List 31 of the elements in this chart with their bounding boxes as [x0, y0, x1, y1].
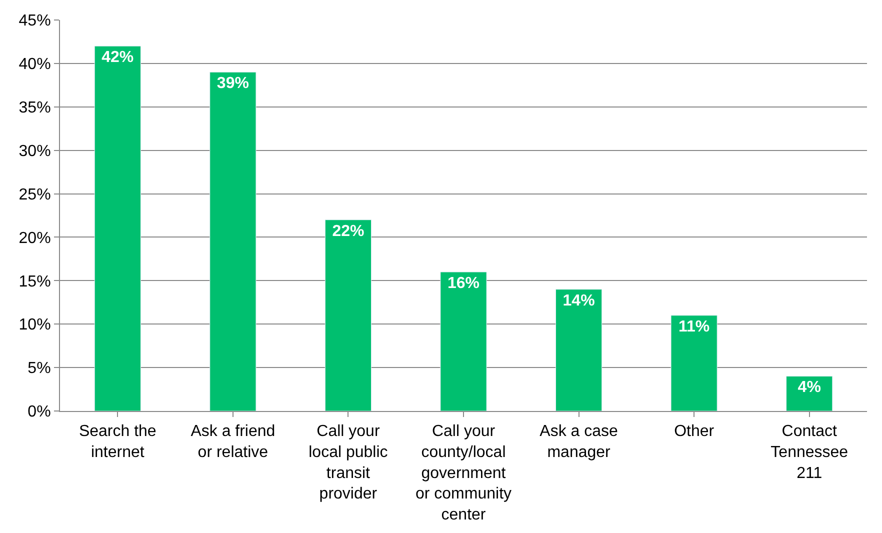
data-label: 22% — [332, 222, 364, 240]
bar — [324, 220, 372, 411]
y-tick-label: 30% — [18, 142, 51, 160]
bar — [786, 376, 833, 411]
data-label: 14% — [562, 292, 595, 310]
y-tick-label: 10% — [18, 316, 51, 334]
y-tick-label: 15% — [18, 273, 51, 290]
x-tick-label: Call your local public transit provider — [308, 423, 388, 503]
bar — [670, 315, 718, 411]
y-tick-label: 35% — [18, 99, 51, 116]
data-label: 4% — [798, 379, 821, 396]
bar — [94, 46, 141, 411]
data-label: 11% — [678, 318, 710, 336]
y-tick-label: 0% — [28, 404, 51, 421]
x-tick-label: Ask a friend or relative — [190, 423, 276, 461]
y-tick-label: 40% — [18, 56, 51, 74]
x-tick-label: Call your county/local government or community center — [415, 423, 512, 524]
x-tick-label: Search the internet — [78, 423, 156, 461]
y-tick-label: 25% — [18, 186, 51, 204]
x-tick-label: Ask a case manager — [540, 423, 618, 461]
y-tick-label: 20% — [18, 230, 51, 247]
data-label: 39% — [216, 75, 249, 92]
bar — [440, 272, 487, 411]
x-tick-label: Contact Tennessee 211 — [770, 423, 848, 482]
y-tick-label: 45% — [18, 12, 51, 30]
bar — [555, 289, 602, 411]
bar — [210, 72, 256, 411]
x-tick-label: Other — [674, 423, 715, 440]
y-tick-label: 5% — [28, 360, 51, 378]
data-label: 16% — [447, 274, 480, 292]
data-label: 42% — [102, 49, 134, 66]
